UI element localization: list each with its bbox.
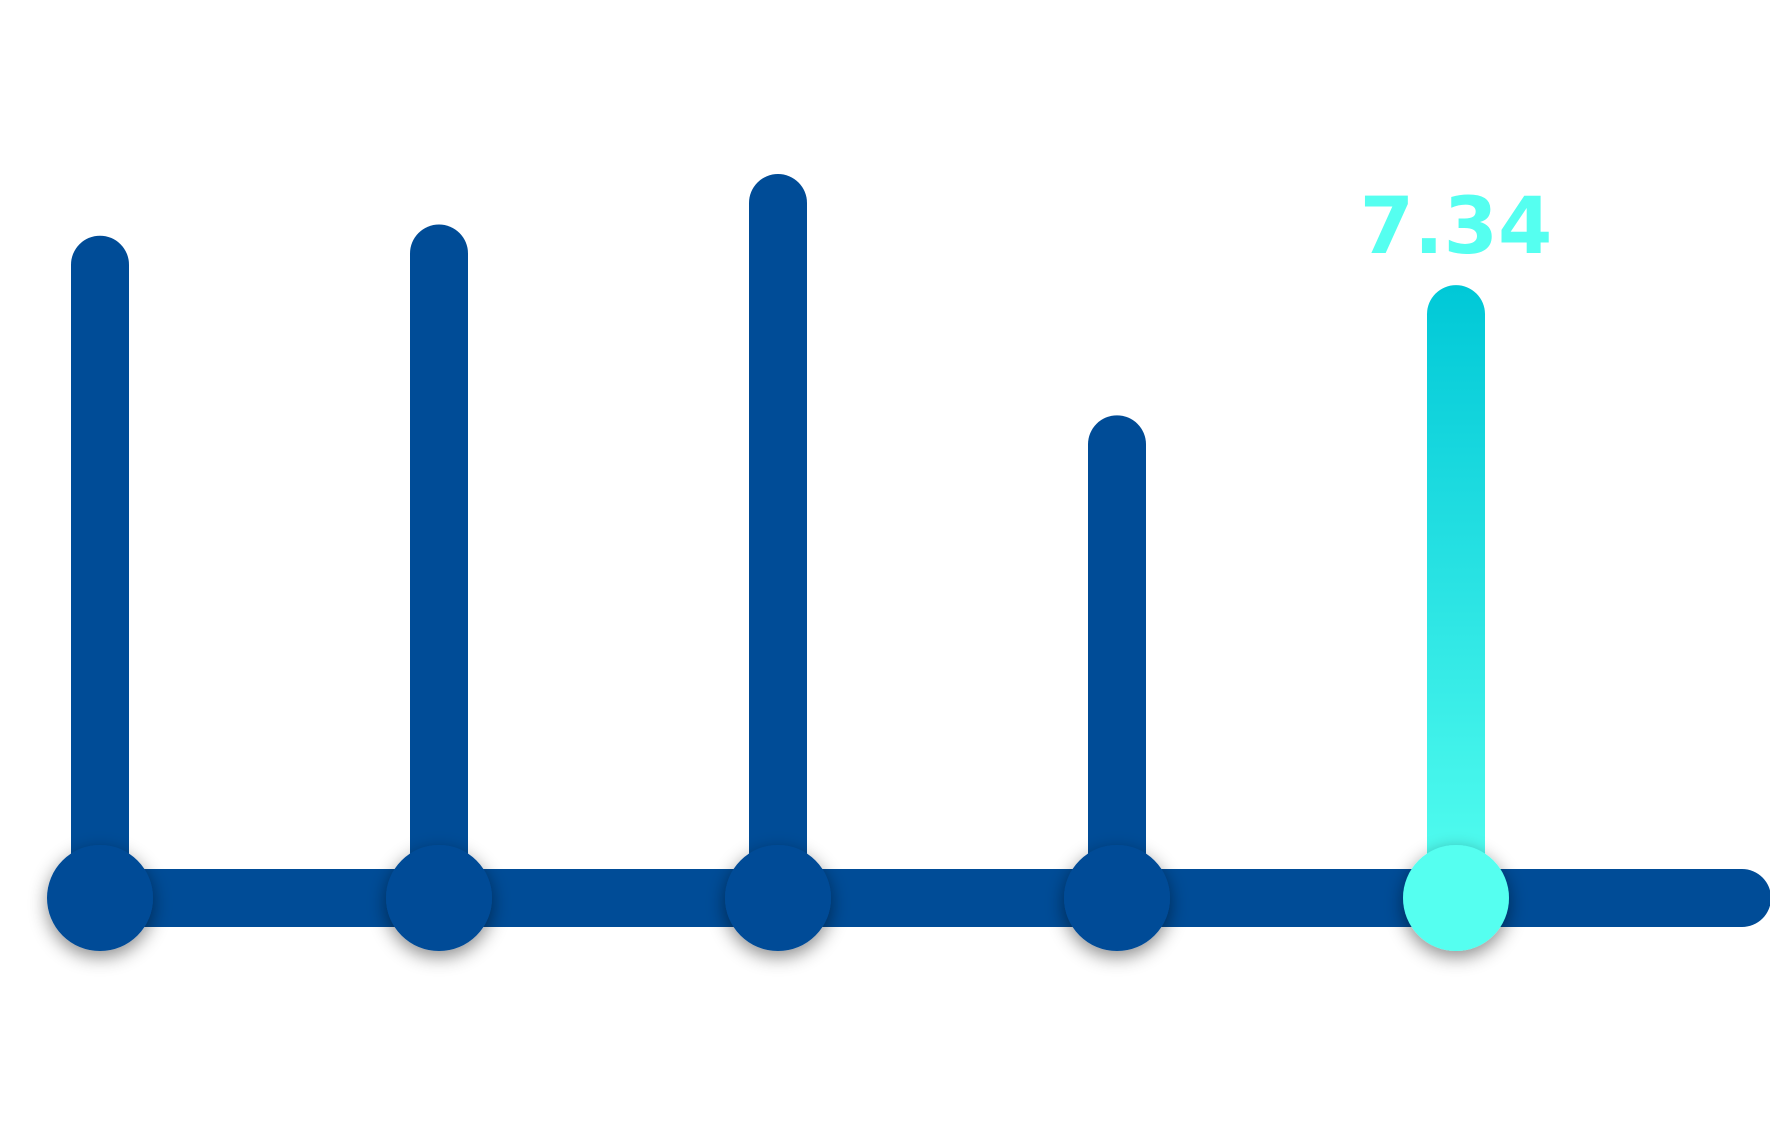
lollipop-knob	[47, 845, 153, 951]
lollipop-stem	[71, 235, 129, 899]
lollipop-knob-highlight	[1403, 845, 1509, 951]
lollipop-knob	[1064, 845, 1170, 951]
lollipop-stem	[410, 224, 468, 898]
lollipop-stem	[1088, 415, 1146, 898]
lollipop-knob	[725, 845, 831, 951]
lollipop-stem-highlight	[1427, 285, 1485, 898]
lollipop-knob	[386, 845, 492, 951]
lollipop-stem	[749, 173, 807, 899]
highlight-value-label: 7.34	[1360, 182, 1552, 272]
